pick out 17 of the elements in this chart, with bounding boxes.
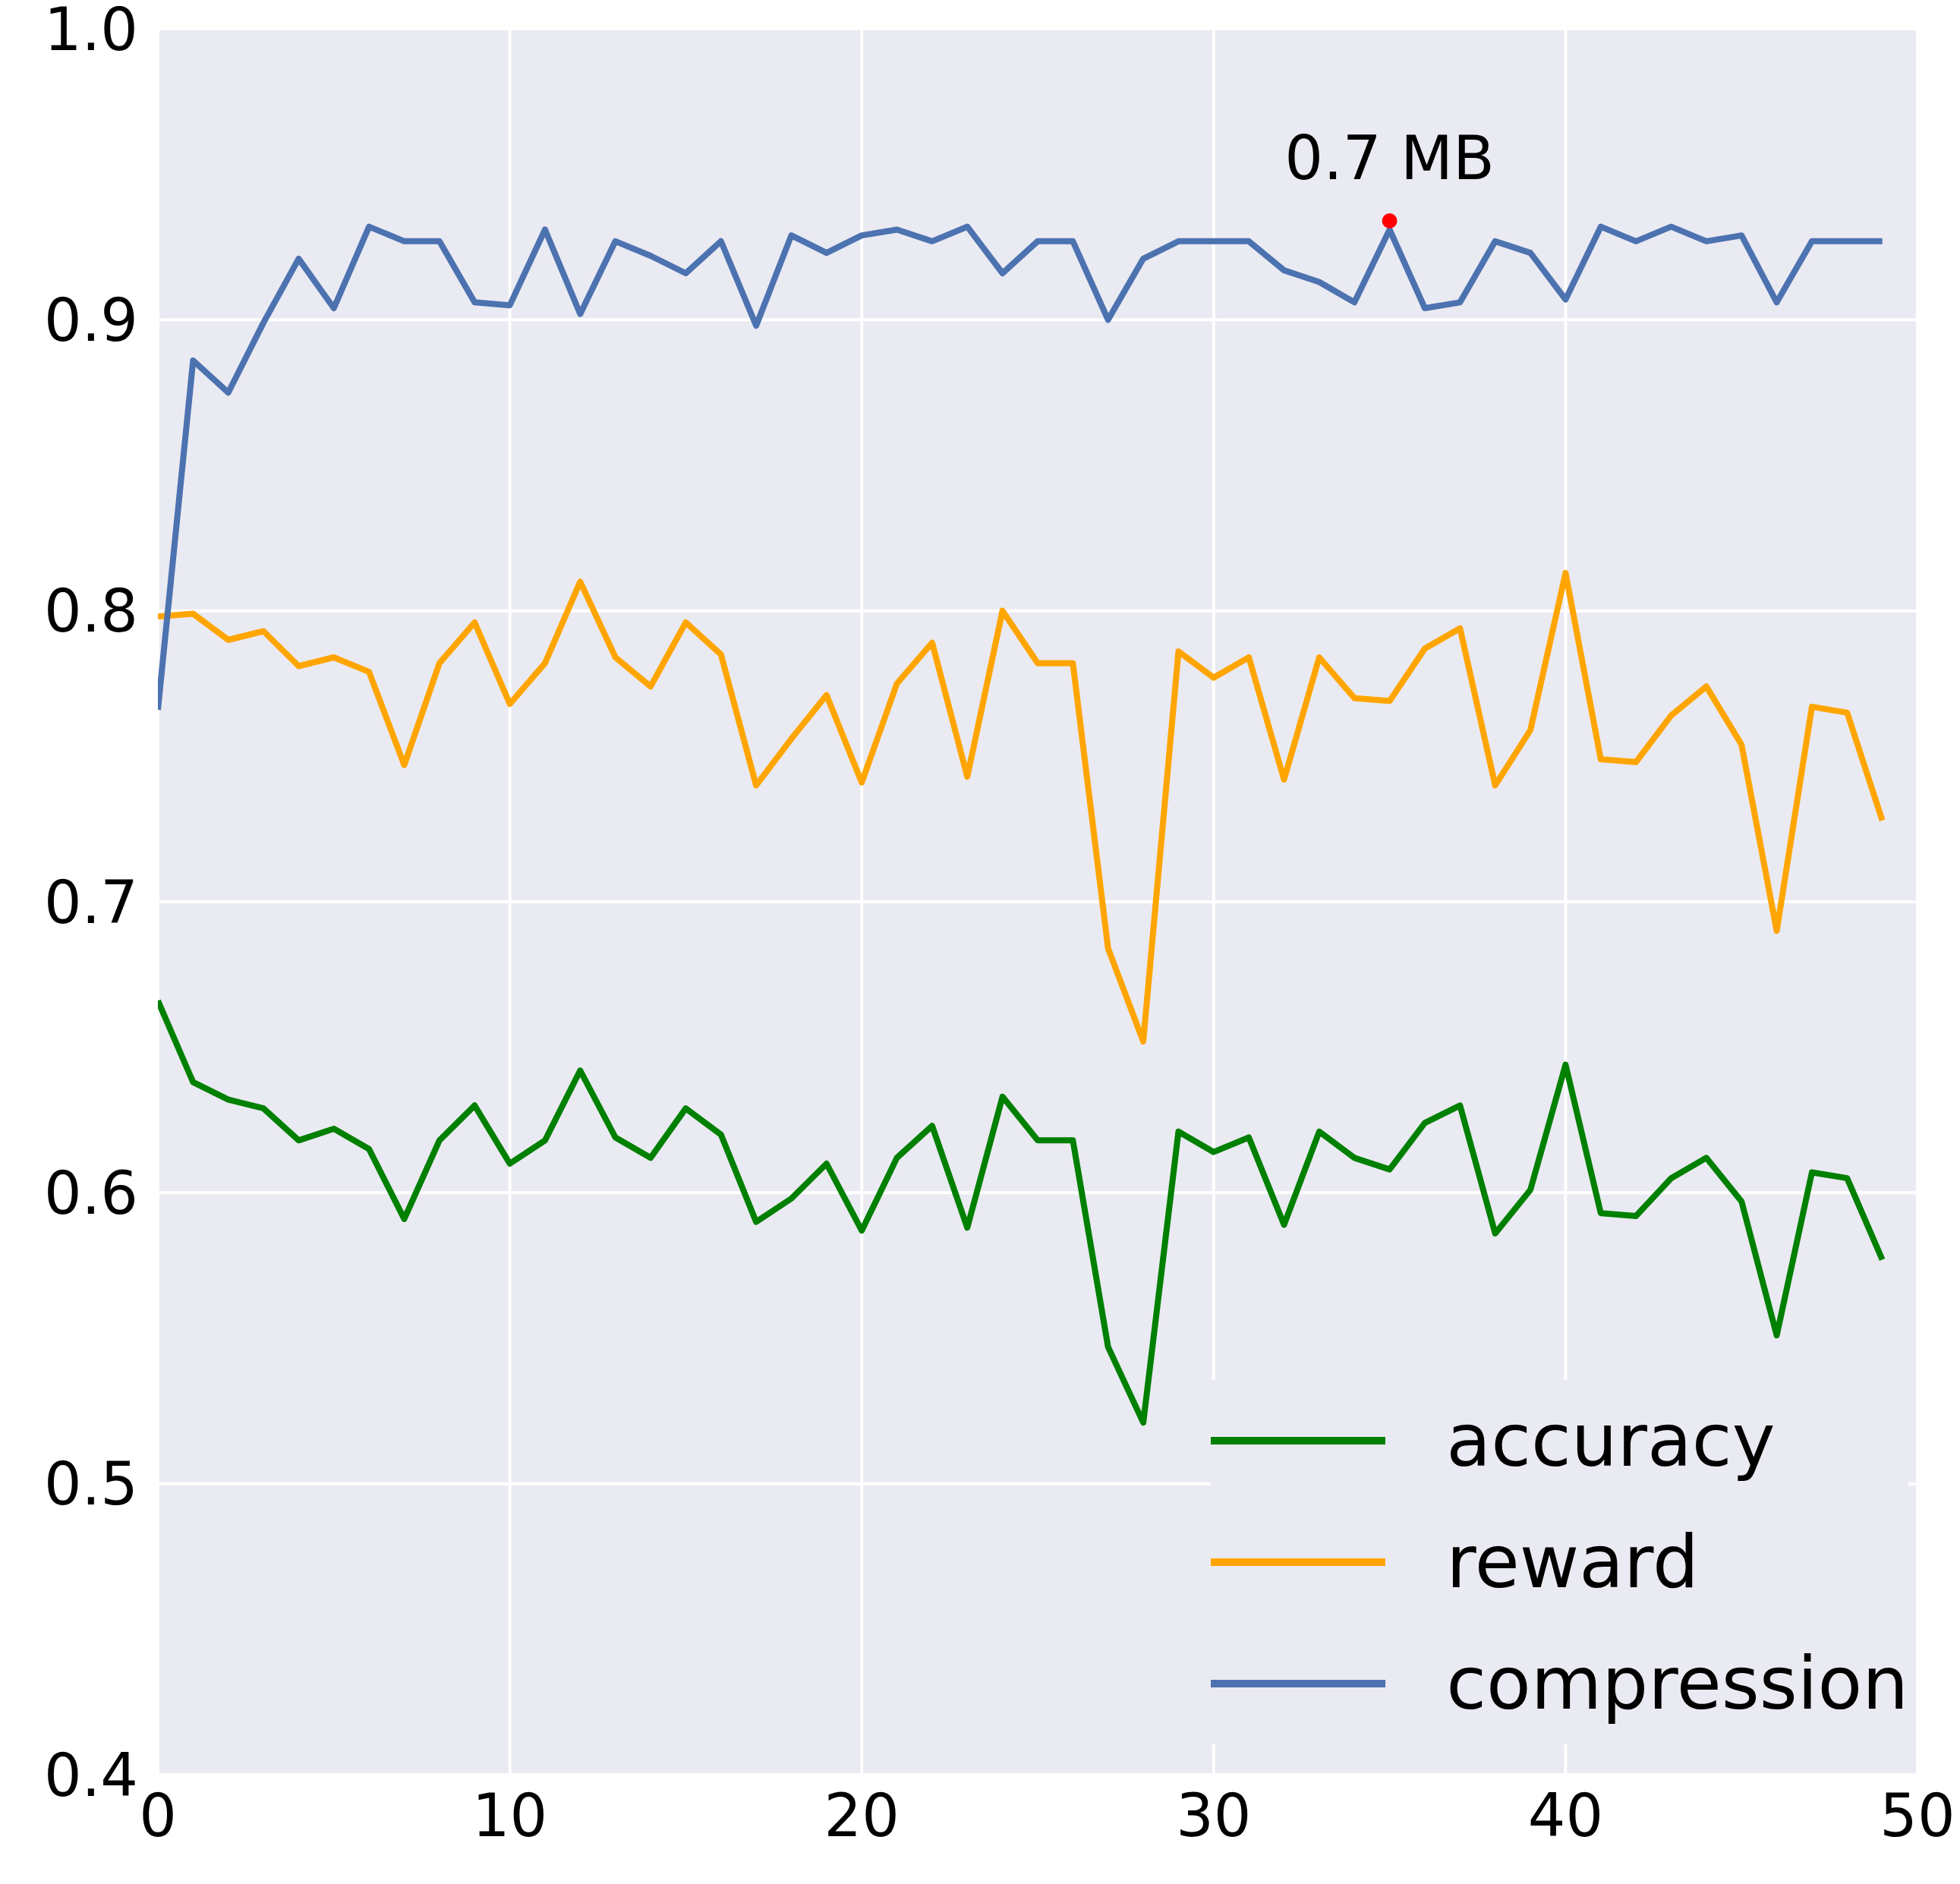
legend-label: compression [1446,1641,1908,1726]
y-tick-label: 0.8 [43,577,138,646]
y-tick-label: 0.4 [43,1741,138,1810]
legend-label: accuracy [1446,1398,1776,1483]
x-tick-label: 40 [1527,1782,1604,1851]
y-tick-label: 0.6 [43,1159,138,1228]
x-tick-label: 0 [139,1782,177,1851]
y-tick-label: 1.0 [43,0,138,64]
x-tick-label: 50 [1880,1782,1955,1851]
y-tick-label: 0.9 [43,286,138,355]
annotation: 0.7 MB [1284,123,1495,194]
x-tick-label: 10 [471,1782,548,1851]
y-tick-label: 0.5 [43,1450,138,1519]
x-tick-label: 30 [1176,1782,1252,1851]
y-tick-label: 0.7 [43,868,138,937]
x-tick-label: 20 [824,1782,900,1851]
legend-label: reward [1446,1520,1699,1605]
